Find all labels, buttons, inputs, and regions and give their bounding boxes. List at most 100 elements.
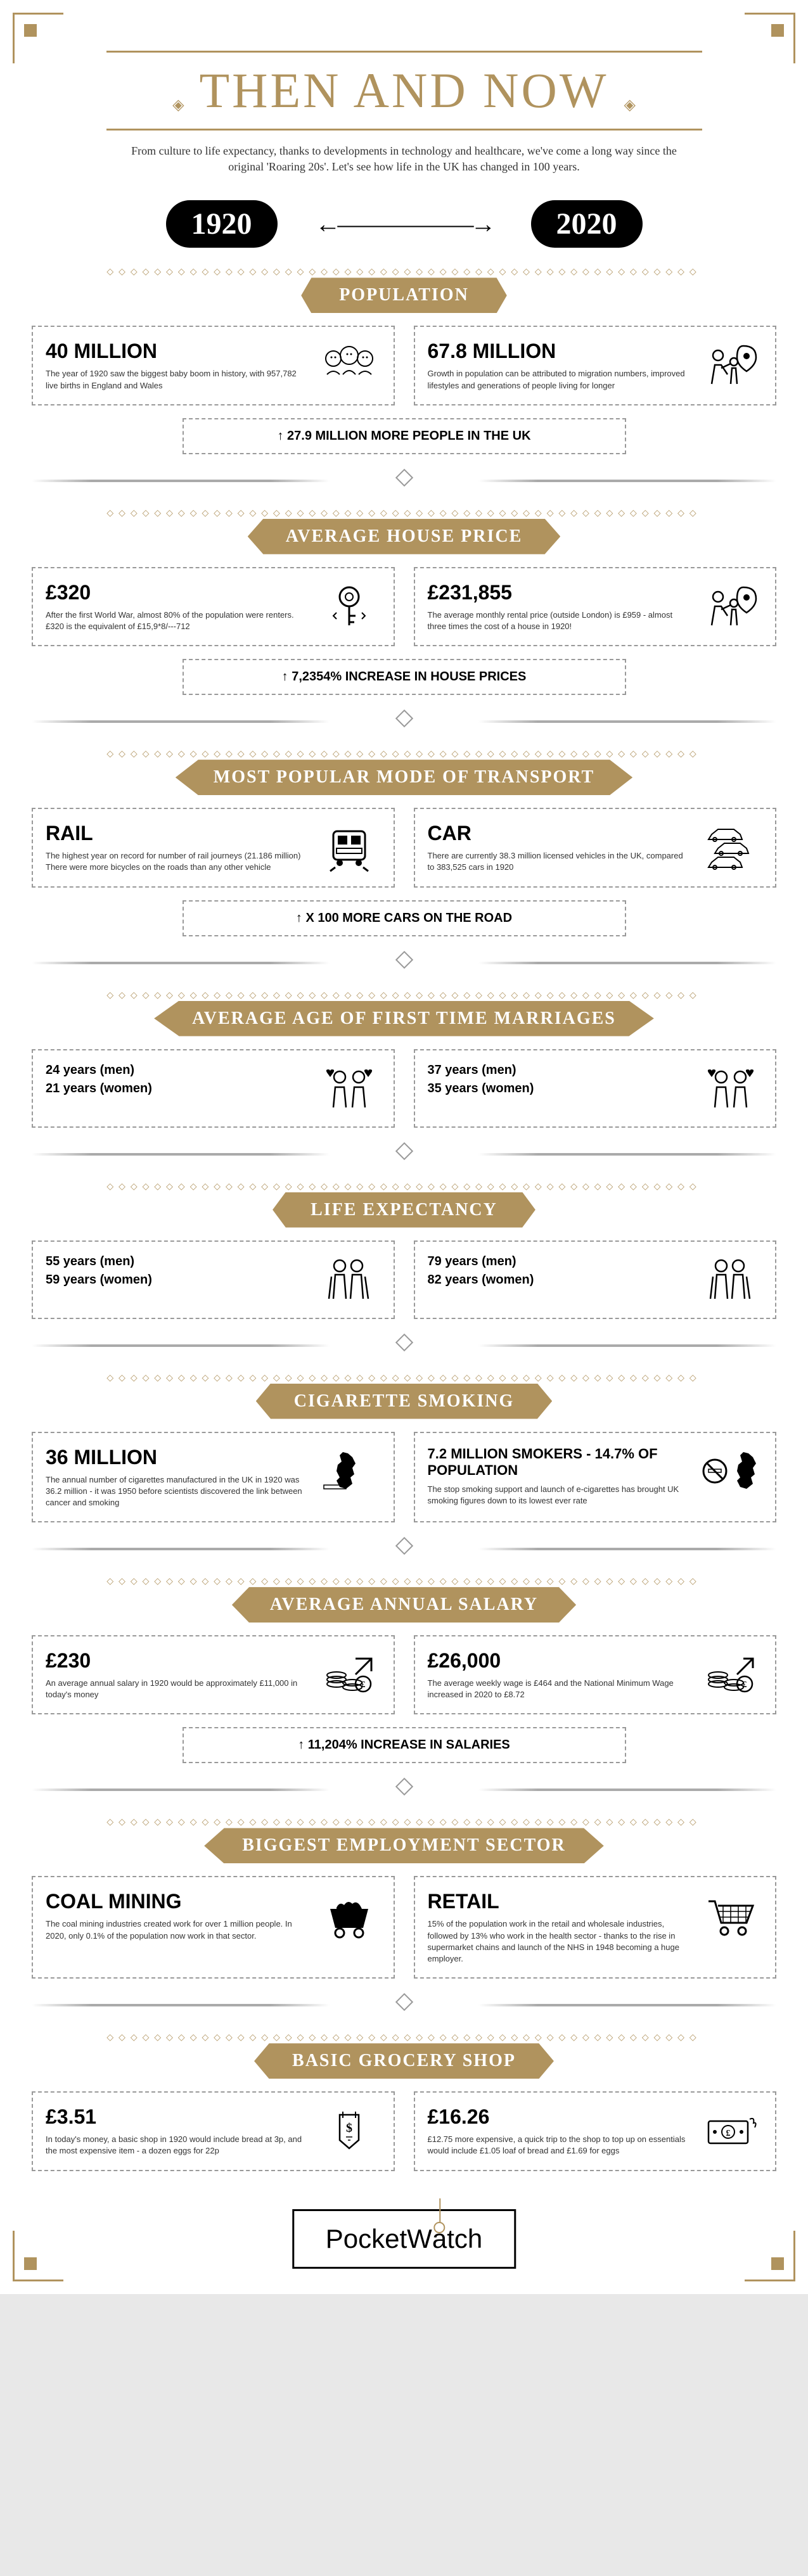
column-2020: 67.8 MILLION Growth in population can be…	[414, 326, 777, 405]
summary-stat: ↑ X 100 MORE CARS ON THE ROAD	[183, 900, 626, 936]
couple-hearts-icon	[699, 1063, 762, 1114]
stat-value: 67.8 MILLION	[428, 340, 690, 363]
section-divider	[32, 952, 776, 971]
summary-stat: ↑ 7,2354% INCREASE IN HOUSE PRICES	[183, 659, 626, 695]
section-header: ◇◇◇◇◇◇◇◇◇◇◇◇◇◇◇◇◇◇◇◇◇◇◇◇◇◇◇◇◇◇◇◇◇◇◇◇◇◇◇◇…	[32, 1576, 776, 1623]
section-ribbon: LIFE EXPECTANCY	[273, 1192, 535, 1228]
stat-description: An average annual salary in 1920 would b…	[46, 1678, 308, 1700]
diamond-decoration: ◇◇◇◇◇◇◇◇◇◇◇◇◇◇◇◇◇◇◇◇◇◇◇◇◇◇◇◇◇◇◇◇◇◇◇◇◇◇◇◇…	[32, 990, 776, 1001]
stat-value: RAIL	[46, 822, 308, 845]
column-1920: £230 An average annual salary in 1920 wo…	[32, 1635, 395, 1714]
column-2020: CAR There are currently 38.3 million lic…	[414, 808, 777, 887]
couple-hearts-icon	[317, 1063, 381, 1114]
section-ribbon: BASIC GROCERY SHOP	[254, 2043, 554, 2079]
summary-stat: ↑ 27.9 MILLION MORE PEOPLE IN THE UK	[183, 418, 626, 454]
section-ribbon: AVERAGE AGE OF FIRST TIME MARRIAGES	[154, 1001, 654, 1036]
uk-nosmoking-icon	[699, 1446, 762, 1496]
diamond-decoration: ◇◇◇◇◇◇◇◇◇◇◇◇◇◇◇◇◇◇◇◇◇◇◇◇◇◇◇◇◇◇◇◇◇◇◇◇◇◇◇◇…	[32, 508, 776, 519]
stat-description: £12.75 more expensive, a quick trip to t…	[428, 2134, 690, 2157]
stat-description: The annual number of cigarettes manufact…	[46, 1474, 308, 1509]
comparison-row: 36 MILLION The annual number of cigarett…	[32, 1432, 776, 1523]
diamond-icon: ◈	[172, 96, 184, 114]
stat-description: The average weekly wage is £464 and the …	[428, 1678, 690, 1700]
column-1920: 24 years (men) 21 years (women)	[32, 1049, 395, 1128]
infographic-page: ◈ THEN AND NOW ◈ From culture to life ex…	[0, 0, 808, 2294]
section-ribbon: MOST POPULAR MODE OF TRANSPORT	[176, 760, 632, 795]
summary-stat: ↑ 11,204% INCREASE IN SALARIES	[183, 1727, 626, 1763]
section-ribbon: BIGGEST EMPLOYMENT SECTOR	[204, 1828, 604, 1863]
column-2020: 37 years (men) 35 years (women)	[414, 1049, 777, 1128]
year-1920-pill: 1920	[166, 200, 278, 248]
diamond-icon: ◈	[624, 96, 635, 114]
diamond-decoration: ◇◇◇◇◇◇◇◇◇◇◇◇◇◇◇◇◇◇◇◇◇◇◇◇◇◇◇◇◇◇◇◇◇◇◇◇◇◇◇◇…	[32, 2032, 776, 2043]
train-icon	[317, 822, 381, 872]
column-1920: £320 After the first World War, almost 8…	[32, 567, 395, 646]
stat-value: £230	[46, 1649, 308, 1673]
column-1920: COAL MINING The coal mining industries c…	[32, 1876, 395, 1979]
shopping-cart-icon	[699, 1890, 762, 1941]
stat-value: £16.26	[428, 2105, 690, 2129]
section-ribbon: AVERAGE ANNUAL SALARY	[232, 1587, 576, 1623]
stat-value: COAL MINING	[46, 1890, 308, 1913]
diamond-decoration: ◇◇◇◇◇◇◇◇◇◇◇◇◇◇◇◇◇◇◇◇◇◇◇◇◇◇◇◇◇◇◇◇◇◇◇◇◇◇◇◇…	[32, 1373, 776, 1384]
column-2020: £16.26 £12.75 more expensive, a quick tr…	[414, 2091, 777, 2171]
stat-value: £231,855	[428, 581, 690, 604]
section-divider	[32, 1779, 776, 1798]
coins-down-icon	[317, 1649, 381, 1700]
year-2020-pill: 2020	[531, 200, 643, 248]
stat-sub: 24 years (men)	[46, 1063, 308, 1078]
corner-decoration	[745, 2231, 795, 2281]
column-2020: £231,855 The average monthly rental pric…	[414, 567, 777, 646]
section-ribbon: POPULATION	[301, 277, 507, 313]
section-divider	[32, 711, 776, 730]
section-divider	[32, 1335, 776, 1354]
column-2020: 79 years (men) 82 years (women)	[414, 1240, 777, 1319]
cars-icon	[699, 822, 762, 872]
page-title: THEN AND NOW	[200, 62, 609, 119]
uk-cigarette-icon	[317, 1446, 381, 1496]
stat-value: 40 MILLION	[46, 340, 308, 363]
stat-sub: 79 years (men)	[428, 1254, 690, 1269]
comparison-row: 24 years (men) 21 years (women) 37 years…	[32, 1049, 776, 1128]
elderly-icon	[699, 1254, 762, 1305]
section-divider	[32, 470, 776, 489]
section-header: ◇◇◇◇◇◇◇◇◇◇◇◇◇◇◇◇◇◇◇◇◇◇◇◇◇◇◇◇◇◇◇◇◇◇◇◇◇◇◇◇…	[32, 267, 776, 313]
section-header: ◇◇◇◇◇◇◇◇◇◇◇◇◇◇◇◇◇◇◇◇◇◇◇◇◇◇◇◇◇◇◇◇◇◇◇◇◇◇◇◇…	[32, 2032, 776, 2079]
intro-text: From culture to life expectancy, thanks …	[119, 143, 689, 175]
section-header: ◇◇◇◇◇◇◇◇◇◇◇◇◇◇◇◇◇◇◇◇◇◇◇◇◇◇◇◇◇◇◇◇◇◇◇◇◇◇◇◇…	[32, 749, 776, 795]
column-1920: £3.51 In today's money, a basic shop in …	[32, 2091, 395, 2171]
stat-description: The stop smoking support and launch of e…	[428, 1484, 690, 1507]
column-2020: 7.2 MILLION SMOKERS - 14.7% OF POPULATIO…	[414, 1432, 777, 1523]
section-header: ◇◇◇◇◇◇◇◇◇◇◇◇◇◇◇◇◇◇◇◇◇◇◇◇◇◇◇◇◇◇◇◇◇◇◇◇◇◇◇◇…	[32, 1182, 776, 1228]
diamond-decoration: ◇◇◇◇◇◇◇◇◇◇◇◇◇◇◇◇◇◇◇◇◇◇◇◇◇◇◇◇◇◇◇◇◇◇◇◇◇◇◇◇…	[32, 1817, 776, 1828]
section-header: ◇◇◇◇◇◇◇◇◇◇◇◇◇◇◇◇◇◇◇◇◇◇◇◇◇◇◇◇◇◇◇◇◇◇◇◇◇◇◇◇…	[32, 1817, 776, 1863]
brand-logo: PocketWatch	[292, 2209, 516, 2269]
money-icon	[699, 2105, 762, 2156]
stat-value: £320	[46, 581, 308, 604]
title-block: ◈ THEN AND NOW ◈	[32, 51, 776, 131]
diamond-decoration: ◇◇◇◇◇◇◇◇◇◇◇◇◇◇◇◇◇◇◇◇◇◇◇◇◇◇◇◇◇◇◇◇◇◇◇◇◇◇◇◇…	[32, 1182, 776, 1192]
stat-description: After the first World War, almost 80% of…	[46, 609, 308, 632]
people-location-icon	[699, 340, 762, 390]
diamond-decoration: ◇◇◇◇◇◇◇◇◇◇◇◇◇◇◇◇◇◇◇◇◇◇◇◇◇◇◇◇◇◇◇◇◇◇◇◇◇◇◇◇…	[32, 267, 776, 277]
section-ribbon: AVERAGE HOUSE PRICE	[248, 519, 561, 554]
comparison-row: £3.51 In today's money, a basic shop in …	[32, 2091, 776, 2171]
babies-icon	[317, 340, 381, 390]
column-1920: RAIL The highest year on record for numb…	[32, 808, 395, 887]
comparison-row: 40 MILLION The year of 1920 saw the bigg…	[32, 326, 776, 405]
stat-description: 15% of the population work in the retail…	[428, 1918, 690, 1965]
stat-value: 36 MILLION	[46, 1446, 308, 1469]
stat-value: RETAIL	[428, 1890, 690, 1913]
stat-description: The year of 1920 saw the biggest baby bo…	[46, 368, 308, 391]
stat-value: 7.2 MILLION SMOKERS - 14.7% OF POPULATIO…	[428, 1446, 690, 1479]
stat-sub: 82 years (women)	[428, 1273, 690, 1287]
stat-sub: 55 years (men)	[46, 1254, 308, 1269]
column-2020: RETAIL 15% of the population work in the…	[414, 1876, 777, 1979]
year-comparison-row: 1920 ←――――――→ 2020	[32, 200, 776, 248]
stat-description: In today's money, a basic shop in 1920 w…	[46, 2134, 308, 2157]
diamond-decoration: ◇◇◇◇◇◇◇◇◇◇◇◇◇◇◇◇◇◇◇◇◇◇◇◇◇◇◇◇◇◇◇◇◇◇◇◇◇◇◇◇…	[32, 1576, 776, 1587]
stat-sub: 37 years (men)	[428, 1063, 690, 1078]
stat-sub: 59 years (women)	[46, 1273, 308, 1287]
corner-decoration	[13, 2231, 63, 2281]
coal-cart-icon	[317, 1890, 381, 1941]
